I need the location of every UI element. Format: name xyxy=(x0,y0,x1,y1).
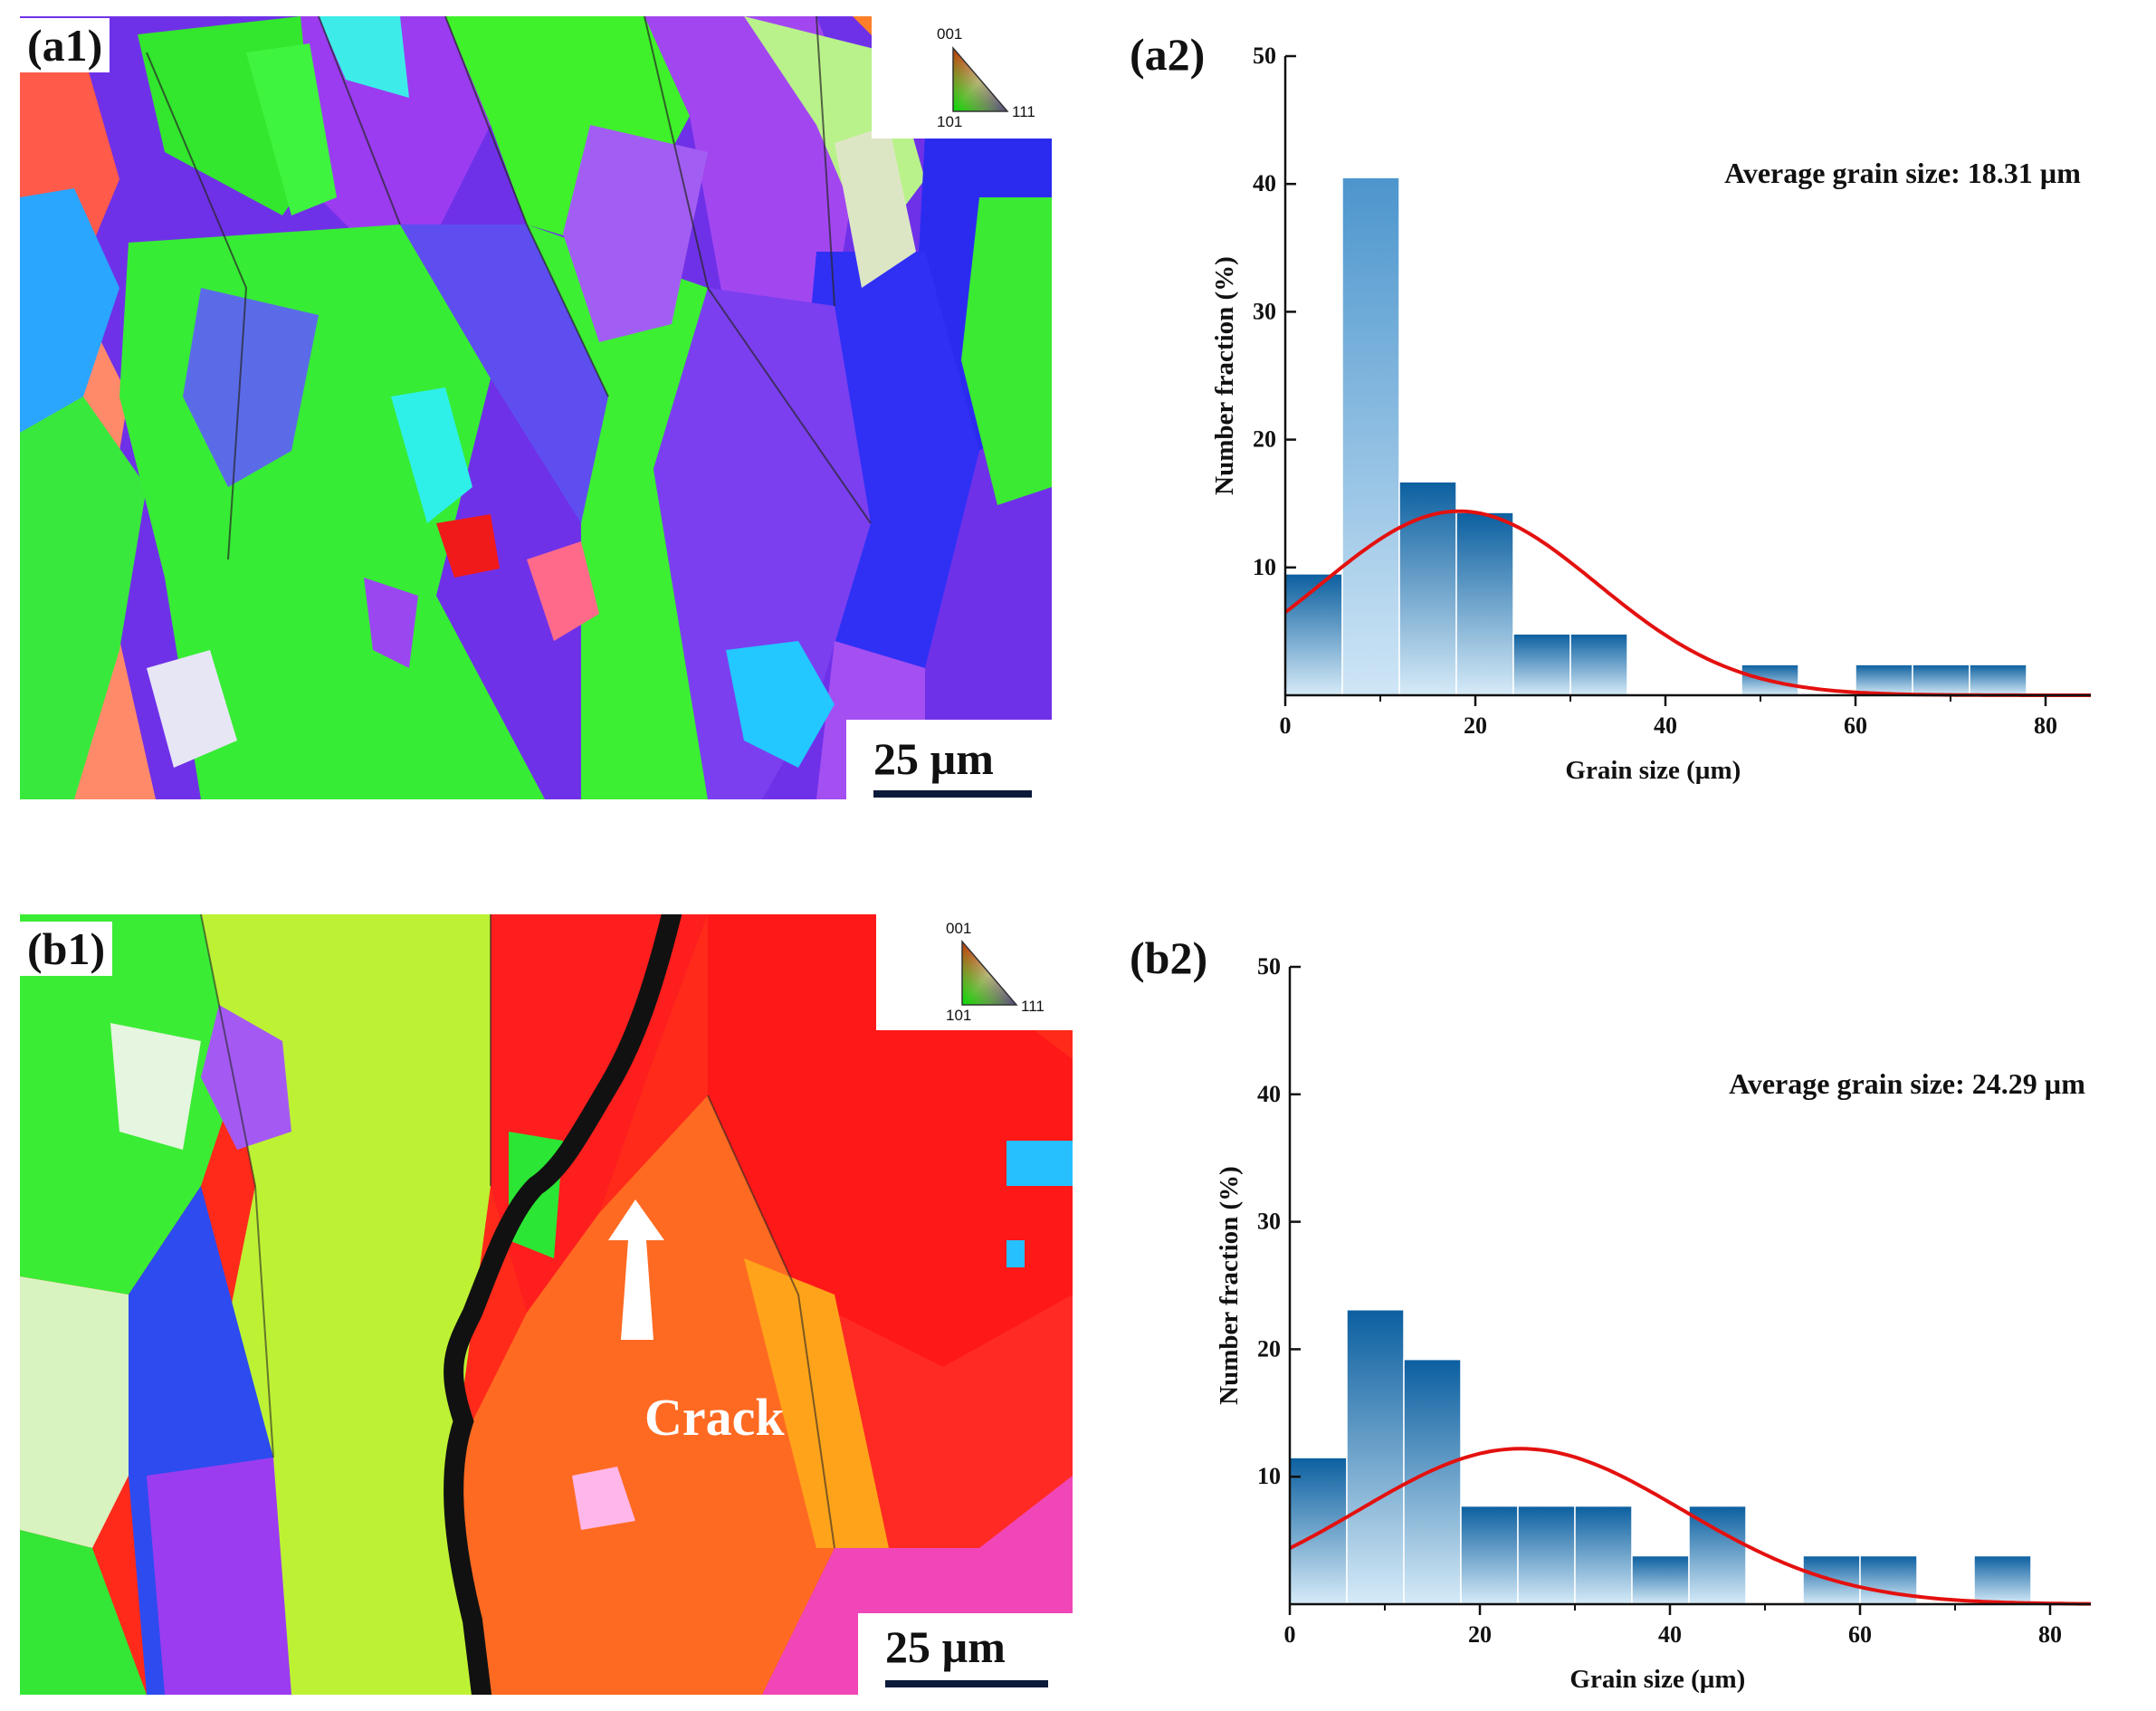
crack-annotation: Crack xyxy=(644,1388,785,1447)
x-tick-label: 80 xyxy=(2038,1621,2062,1648)
y-tick-label: 50 xyxy=(1257,953,1281,980)
x-tick-label: 20 xyxy=(1468,1621,1492,1648)
x-axis-label: Grain size (µm) xyxy=(1569,1665,1745,1694)
histogram-b2: 10 20 30 40 50 0 20 40 60 80 Grain size (µm) Number… xyxy=(1215,953,2091,1694)
x-tick-label: 0 xyxy=(1284,1621,1296,1648)
histogram-bar xyxy=(1973,1554,2032,1605)
histogram-bar xyxy=(1517,1505,1576,1605)
y-tick-label: 20 xyxy=(1257,1335,1281,1362)
histogram-bar xyxy=(1574,1505,1633,1605)
ipf-triangle-icon xyxy=(952,45,1009,112)
scale-line-b1 xyxy=(885,1680,1048,1687)
histogram-bar xyxy=(1912,664,1970,696)
ebsd-map-b1 xyxy=(20,914,1073,1695)
x-tick-label: 60 xyxy=(1848,1621,1872,1648)
histogram-bar xyxy=(1403,1358,1462,1605)
y-tick-label: 40 xyxy=(1253,170,1276,196)
scale-text-a1: 25 µm xyxy=(873,733,994,784)
histogram-bar xyxy=(1855,664,1913,696)
histogram-bar xyxy=(1346,1309,1405,1605)
y-tick-label: 10 xyxy=(1257,1463,1281,1489)
y-tick-label: 10 xyxy=(1253,554,1276,580)
ipf-label-001: 001 xyxy=(946,920,972,937)
scale-text-b1: 25 µm xyxy=(885,1621,1006,1672)
ipf-label-111: 111 xyxy=(1012,103,1035,120)
panel-label-a1: (a1) xyxy=(20,18,110,72)
histogram-bar xyxy=(1969,664,2027,696)
histogram-a2: 10 20 30 40 50 0 20 40 60 80 Grain size (µm) Number… xyxy=(1210,43,2091,785)
histogram-bar xyxy=(1569,633,1628,696)
y-tick-label: 20 xyxy=(1253,426,1276,453)
x-tick-label: 60 xyxy=(1844,712,1867,739)
ipf-label-101: 101 xyxy=(946,1007,972,1024)
y-axis-label: Number fraction (%) xyxy=(1215,1166,1244,1405)
x-tick-label: 20 xyxy=(1464,712,1487,739)
ebsd-map-b1-image xyxy=(20,914,1073,1695)
ipf-triangle-icon xyxy=(961,939,1018,1006)
y-axis-label: Number fraction (%) xyxy=(1210,256,1239,495)
histogram-bar xyxy=(1460,1505,1519,1605)
scale-bar-b1: 25 µm xyxy=(858,1613,1073,1695)
ipf-label-101: 101 xyxy=(937,113,963,130)
y-tick-label: 30 xyxy=(1253,298,1276,324)
y-tick-label: 40 xyxy=(1257,1081,1281,1107)
ipf-legend-b1: 001 101 111 xyxy=(876,914,1073,1030)
x-tick-label: 40 xyxy=(1658,1621,1682,1648)
histogram-bar xyxy=(1631,1554,1690,1605)
histogram-bar xyxy=(1289,1457,1348,1605)
ipf-legend-a1: 001 101 111 xyxy=(872,16,1053,139)
histogram-bar xyxy=(1341,177,1400,696)
ipf-label-001: 001 xyxy=(937,25,963,43)
ipf-label-111: 111 xyxy=(1021,998,1045,1015)
histogram-bar xyxy=(1398,481,1457,696)
panel-label-b1: (b1) xyxy=(20,922,113,976)
normal-fit-curve xyxy=(1289,1447,2091,1606)
x-tick-label: 0 xyxy=(1280,712,1292,739)
x-tick-label: 40 xyxy=(1654,712,1677,739)
ebsd-map-a1 xyxy=(20,16,1052,799)
panel-label-b2: (b2) xyxy=(1130,932,1208,983)
scale-line-a1 xyxy=(873,790,1032,798)
histogram-bar xyxy=(1688,1505,1747,1605)
y-tick-label: 30 xyxy=(1257,1209,1281,1235)
histogram-bar xyxy=(1512,633,1571,696)
ebsd-map-a1-image xyxy=(20,16,1052,799)
average-grain-size-annotation: Average grain size: 24.29 µm xyxy=(1729,1067,2085,1100)
x-tick-label: 80 xyxy=(2034,712,2057,739)
histogram-bar xyxy=(1455,511,1514,696)
average-grain-size-annotation: Average grain size: 18.31 µm xyxy=(1724,157,2081,189)
x-axis-label: Grain size (µm) xyxy=(1565,756,1741,785)
scale-bar-a1: 25 µm xyxy=(846,720,1053,799)
y-tick-label: 50 xyxy=(1253,43,1276,69)
panel-label-a2: (a2) xyxy=(1130,29,1206,80)
